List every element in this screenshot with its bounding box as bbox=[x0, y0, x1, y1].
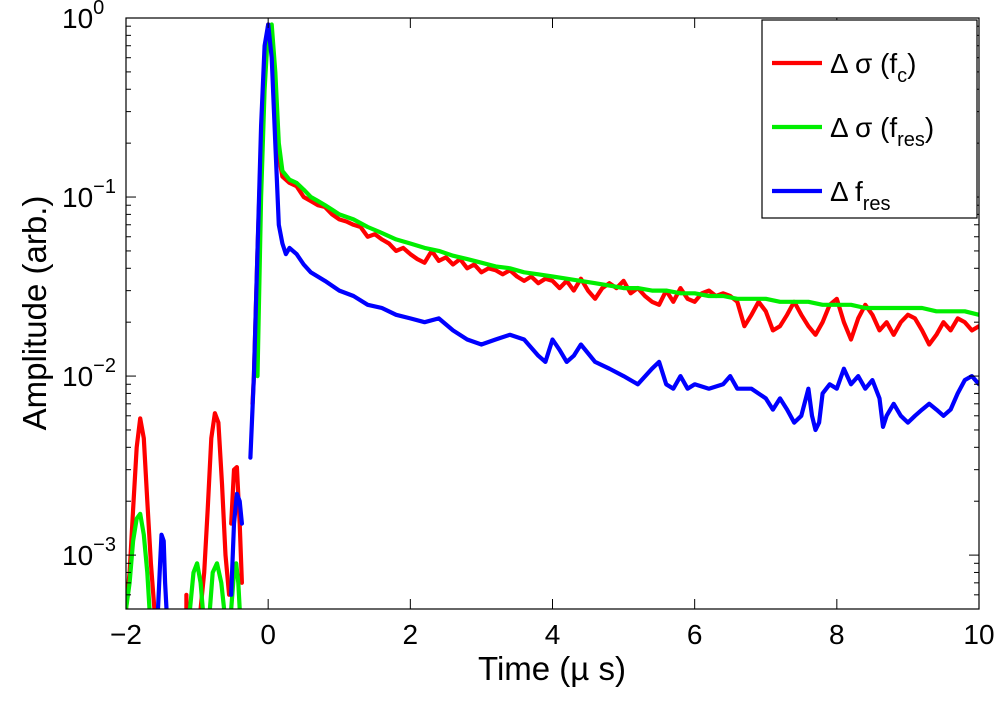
series-0-line-segment-3 bbox=[229, 465, 244, 585]
series-2-line-segment-2 bbox=[248, 22, 979, 460]
series-0-line-segment-2 bbox=[198, 411, 232, 609]
legend-box bbox=[761, 19, 978, 219]
x-tick-label-6: 10 bbox=[963, 619, 994, 650]
legend: Δ σ (fc) Δ σ (fres) Δ fres bbox=[761, 19, 978, 219]
x-tick-label-0: −2 bbox=[110, 619, 142, 650]
series-1-line-segment-0 bbox=[126, 511, 152, 609]
legend-label-1: Δ σ (fres) bbox=[830, 112, 934, 151]
x-axis-title: Time (µ s) bbox=[478, 650, 626, 687]
y-axis-title: Amplitude (arb.) bbox=[16, 196, 53, 431]
series-2-line-segment-0 bbox=[155, 532, 169, 609]
x-tick-label-2: 2 bbox=[403, 619, 419, 650]
x-tick-label-5: 8 bbox=[829, 619, 845, 650]
series-layer bbox=[126, 22, 979, 609]
legend-label-0: Δ σ (fc) bbox=[830, 48, 916, 87]
series-1-line-segment-1 bbox=[187, 561, 205, 609]
series-2-line-segment-1 bbox=[229, 491, 244, 597]
series-0-line-segment-4 bbox=[250, 22, 979, 406]
series-1-line-segment-4 bbox=[255, 22, 979, 379]
x-tick-label-4: 6 bbox=[687, 619, 703, 650]
x-tick-label-3: 4 bbox=[545, 619, 561, 650]
series-1-line-segment-2 bbox=[207, 561, 227, 609]
legend-label-2: Δ fres bbox=[830, 176, 891, 215]
x-tick-label-1: 0 bbox=[260, 619, 276, 650]
